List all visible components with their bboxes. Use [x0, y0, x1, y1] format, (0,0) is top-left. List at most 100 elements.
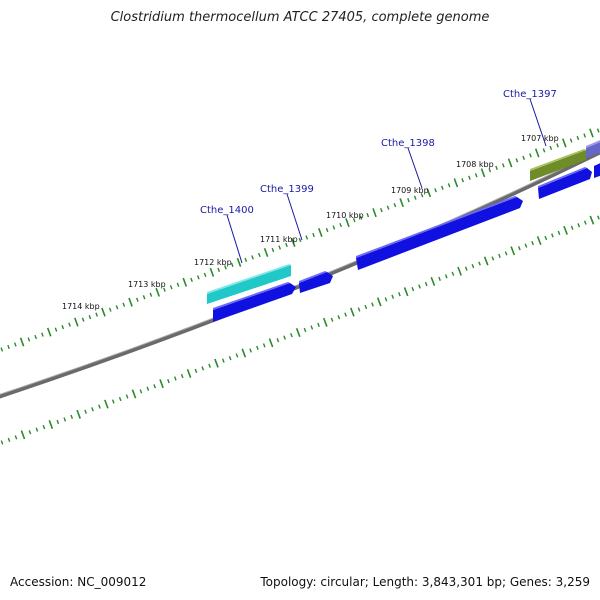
tick-mark [542, 148, 546, 153]
tick-mark [230, 262, 234, 268]
gene-leader-line [529, 98, 547, 147]
gene-feature-blue-3[interactable] [594, 161, 600, 178]
tick-mark [583, 220, 587, 225]
tick-mark [438, 276, 441, 282]
gene-feature-blue-2[interactable] [538, 167, 592, 199]
tick-mark [364, 304, 368, 310]
tick-mark [352, 217, 356, 223]
gene-label-cthe-1398[interactable]: Cthe_1398 [381, 138, 435, 149]
gene-label-cthe-1397[interactable]: Cthe_1397 [503, 89, 557, 100]
tick-mark [131, 389, 137, 399]
gene-leader-line [286, 193, 303, 241]
outer-tick-ring [0, 128, 600, 352]
kbp-label: 1713 kbp [128, 280, 166, 289]
tick-mark [251, 255, 254, 260]
kbp-label: 1712 kbp [194, 258, 232, 267]
gene-label-cthe-1400[interactable]: Cthe_1400 [200, 205, 254, 216]
gene-feature-blue-1[interactable] [213, 282, 296, 322]
gene-label-cthe-1399[interactable]: Cthe_1399 [260, 184, 314, 195]
tick-mark [257, 252, 261, 258]
tick-mark [146, 386, 150, 391]
tick-mark [556, 143, 559, 148]
tick-mark [194, 368, 198, 374]
tick-mark [488, 168, 492, 173]
gene-feature-cthe-1399[interactable] [299, 271, 333, 293]
tick-mark [339, 222, 343, 228]
tick-mark [522, 155, 526, 160]
tick-mark [464, 266, 468, 271]
tick-mark [20, 430, 26, 440]
tick-mark [407, 198, 410, 203]
tick-mark [398, 292, 401, 297]
tick-mark [95, 312, 99, 317]
tick-mark [68, 322, 71, 327]
tick-mark [534, 148, 540, 158]
tick-mark [209, 267, 215, 277]
tick-mark [317, 322, 320, 328]
tick-mark [285, 242, 288, 248]
tick-mark [491, 256, 495, 261]
tick-mark [176, 282, 180, 287]
tick-mark [461, 178, 465, 183]
tick-mark [182, 277, 188, 287]
tick-mark [399, 198, 404, 208]
tick-mark [501, 163, 505, 168]
gene-feature-cthe-1397-b[interactable] [586, 138, 600, 158]
tick-mark [557, 230, 561, 236]
tick-mark [256, 345, 259, 351]
tick-mark [122, 302, 126, 307]
tick-mark [278, 245, 282, 250]
tick-mark [453, 178, 459, 188]
tick-mark [544, 235, 548, 241]
tick-mark [312, 232, 315, 238]
tick-mark [576, 135, 580, 141]
tick-mark [426, 188, 432, 198]
tick-mark [447, 183, 451, 188]
kbp-label: 1711 kbp [260, 235, 298, 244]
tick-mark [46, 327, 52, 337]
tick-mark [190, 277, 193, 282]
tick-mark [303, 327, 307, 333]
tick-mark [471, 263, 475, 269]
tick-mark [290, 332, 293, 338]
tick-mark [276, 338, 280, 343]
tick-mark [524, 243, 528, 248]
tick-mark [61, 324, 65, 330]
tick-mark [495, 165, 498, 170]
gene-feature-cthe-1400[interactable] [207, 264, 291, 304]
tick-mark [48, 420, 54, 430]
tick-mark [115, 305, 119, 310]
tick-mark [510, 246, 516, 256]
tick-mark [88, 315, 92, 320]
tick-mark [536, 236, 542, 246]
tick-mark [474, 173, 478, 178]
tick-mark [444, 274, 448, 279]
tick-mark [468, 175, 471, 180]
kbp-label: 1710 kbp [326, 211, 364, 220]
gene-feature-cthe-1398[interactable] [356, 196, 523, 270]
tick-mark [41, 332, 44, 337]
tick-mark [418, 284, 421, 289]
tick-mark [142, 295, 146, 300]
tick-mark [201, 366, 205, 371]
tick-mark [153, 384, 157, 389]
map-title: Clostridium thermocellum ATCC 27405, com… [110, 10, 490, 25]
topology-summary: Topology: circular; Length: 3,843,301 bp… [260, 575, 590, 589]
tick-mark [451, 271, 455, 276]
tick-mark [366, 212, 370, 218]
tick-mark [371, 302, 374, 307]
tick-mark [208, 363, 211, 368]
tick-mark [517, 246, 521, 251]
tick-mark [214, 358, 219, 368]
tick-mark [597, 215, 600, 220]
tick-mark [507, 158, 513, 168]
tick-mark [0, 347, 4, 352]
tick-mark [271, 247, 275, 253]
tick-mark [393, 203, 397, 208]
tick-mark [104, 399, 109, 409]
tick-mark [562, 138, 567, 148]
tick-mark [228, 355, 232, 361]
gene-feature-cthe-1397[interactable] [530, 149, 586, 181]
tick-mark [569, 138, 573, 143]
tick-mark [217, 267, 221, 272]
